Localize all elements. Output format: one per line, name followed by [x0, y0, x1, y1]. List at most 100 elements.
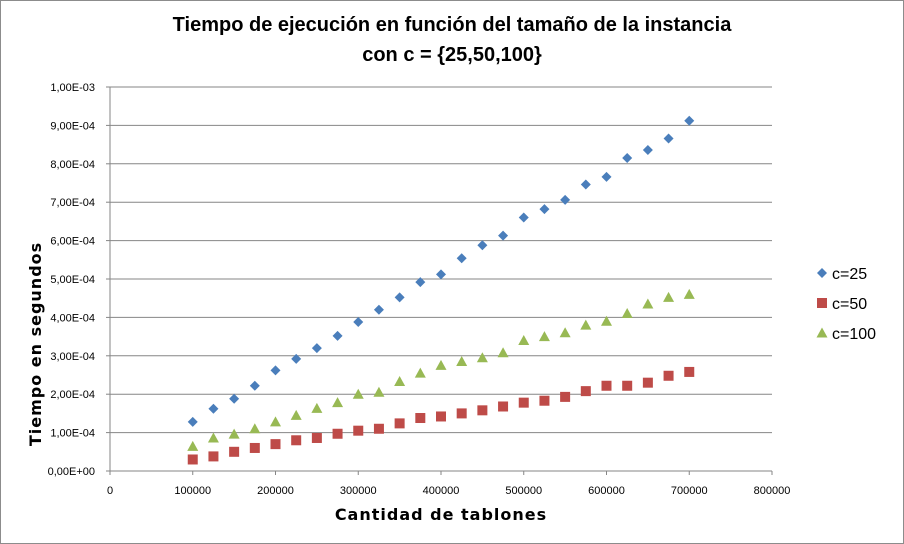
legend-label: c=100 — [832, 326, 876, 343]
y-tick-label: 8,00E-04 — [50, 159, 95, 171]
legend-marker — [816, 327, 828, 338]
data-point — [373, 386, 385, 397]
data-point — [518, 397, 529, 408]
y-axis-title: Tiempo en segundos — [26, 242, 45, 446]
data-point — [332, 330, 343, 341]
x-axis-title: Cantidad de tablones — [335, 505, 547, 524]
x-tick-labels: 0 100000 200000 300000 400000 500000 600000 700… — [107, 485, 790, 497]
series-c=100 — [187, 288, 695, 451]
data-point — [291, 353, 302, 364]
data-point — [622, 153, 633, 164]
y-tick-label: 6,00E-04 — [50, 236, 95, 248]
axes — [106, 86, 773, 475]
x-tick-label: 500000 — [505, 485, 542, 497]
data-point — [518, 212, 529, 223]
data-point — [229, 393, 240, 404]
data-point — [332, 397, 344, 408]
data-point — [477, 240, 488, 251]
data-point — [352, 388, 364, 399]
data-point — [518, 334, 530, 345]
data-point — [332, 428, 343, 439]
data-point — [270, 365, 281, 376]
x-tick-label: 200000 — [257, 485, 294, 497]
data-point — [456, 253, 467, 264]
data-point — [663, 133, 674, 144]
data-point — [249, 442, 260, 453]
data-point — [415, 413, 426, 424]
data-point — [580, 386, 591, 397]
data-point — [560, 391, 571, 402]
data-point — [229, 446, 240, 457]
data-point — [684, 115, 695, 126]
data-point — [394, 418, 405, 429]
y-tick-label: 4,00E-04 — [50, 312, 95, 324]
x-tick-label: 400000 — [423, 485, 460, 497]
chart-subtitle: con c = {25,50,100} — [362, 44, 542, 66]
data-point — [601, 171, 612, 182]
data-point — [208, 403, 219, 414]
data-point — [394, 292, 405, 303]
data-point — [311, 402, 323, 413]
data-point — [353, 317, 364, 328]
legend-label: c=50 — [832, 296, 867, 313]
x-tick-label: 300000 — [340, 485, 377, 497]
data-point — [498, 230, 509, 241]
series-c=50 — [187, 366, 695, 465]
data-point — [497, 347, 509, 358]
data-point — [187, 454, 198, 465]
data-point — [642, 144, 653, 155]
y-tick-labels: 0,00E+00 1,00E-04 2,00E-04 3,00E-04 4,00E-04… — [48, 82, 95, 478]
data-point — [601, 380, 612, 391]
y-tick-label: 1,00E-03 — [50, 82, 95, 94]
x-tick-label: 700000 — [671, 485, 708, 497]
data-point — [539, 395, 550, 406]
data-point — [642, 377, 653, 388]
data-point — [414, 367, 426, 378]
data-point — [353, 425, 364, 436]
data-point — [187, 440, 199, 451]
data-point — [601, 315, 612, 326]
data-point — [580, 179, 591, 190]
y-tick-label: 0,00E+00 — [48, 466, 95, 478]
data-point — [207, 432, 219, 443]
data-point — [456, 356, 468, 367]
data-point — [436, 411, 446, 422]
data-point — [311, 343, 322, 354]
data-point — [642, 298, 654, 309]
data-point — [622, 380, 633, 391]
data-point — [373, 423, 384, 434]
gridlines — [110, 86, 772, 434]
x-tick-label: 600000 — [588, 485, 625, 497]
data-point — [187, 416, 198, 427]
legend: c=25 c=50 c=100 — [816, 266, 876, 343]
x-tick-label: 100000 — [174, 485, 211, 497]
y-tick-label: 3,00E-04 — [50, 351, 95, 363]
data-point — [498, 401, 509, 412]
data-point — [477, 405, 488, 416]
legend-marker — [817, 298, 827, 308]
data-point — [270, 439, 281, 450]
data-point — [270, 416, 281, 427]
data-point — [373, 304, 384, 315]
data-point — [559, 327, 571, 338]
data-point — [291, 435, 302, 446]
legend-marker — [817, 268, 827, 278]
data-point — [539, 204, 550, 215]
data-point — [249, 380, 260, 391]
data-point — [415, 277, 426, 288]
legend-label: c=25 — [832, 266, 867, 283]
data-point — [228, 428, 240, 439]
y-tick-label: 9,00E-04 — [50, 120, 95, 132]
data-point — [436, 269, 446, 280]
data-point — [249, 423, 261, 434]
data-point — [621, 308, 633, 319]
series-c=25 — [187, 115, 695, 427]
data-point — [560, 194, 571, 205]
y-tick-label: 1,00E-04 — [50, 428, 95, 440]
x-tick-label: 0 — [107, 485, 113, 497]
y-tick-label: 5,00E-04 — [50, 274, 95, 286]
data-point — [538, 331, 550, 342]
data-point — [663, 291, 675, 302]
